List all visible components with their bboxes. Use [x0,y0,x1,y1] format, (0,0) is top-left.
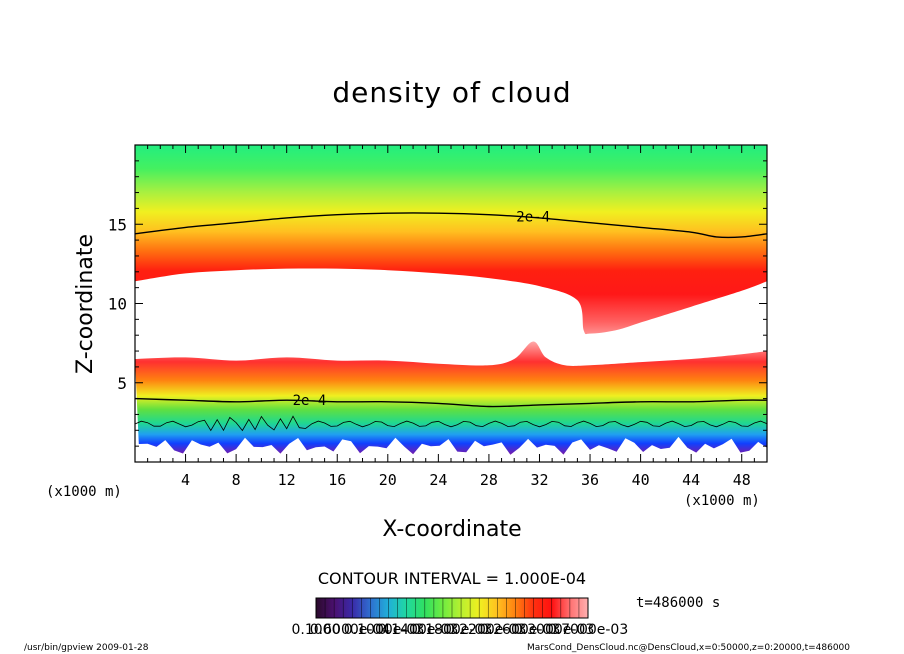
x-tick-label: 20 [379,471,397,489]
lower-contour-line [135,397,767,408]
colorbar-tick-label: 0.6000e-04 [310,622,391,638]
footer-program: /usr/bin/gpview 2009-01-28 [24,643,149,653]
colorbar-tick-label: 0.2600e-03 [480,622,560,638]
x-tick-label: 40 [632,471,650,489]
y-tick-label: 15 [108,215,127,234]
colorbar-tick-label: 0.1400e-03 [378,622,458,638]
contour-label: 2e-4 [516,209,550,225]
x-axis-label: X-coordinate [382,517,521,542]
x-tick-label: 8 [232,471,241,489]
x-tick-label: 12 [278,471,296,489]
x-unit-right: (x1000 m) [684,493,760,509]
blue-band-contour [135,415,767,432]
lower-cloud-field [135,341,767,455]
upper-contour-line [135,212,767,239]
y-tick-label: 10 [108,295,127,314]
chart-title: density of cloud [332,76,571,109]
x-tick-label: 32 [530,471,548,489]
plot-area [135,145,767,455]
colorbar-tick-label: 0.1000e-03 [344,622,424,638]
x-tick-label: 4 [181,471,190,489]
time-label: t=486000 s [636,595,720,611]
x-tick-label: 16 [328,471,346,489]
x-tick-label: 48 [733,471,751,489]
colorbar-tick-label: 0.1800e-03 [412,622,492,638]
colorbar-tick-label: 0.3000e-03 [514,622,594,638]
colorbar: 0.10000.6000e-040.1000e-030.1400e-030.18… [292,597,628,638]
contour-label: 2e-4 [293,393,327,409]
colorbar-tick-label: 0.2200e-03 [446,622,526,638]
colorbar-tick-label: 0.1000 [292,622,341,638]
y-tick-label: 5 [117,374,127,393]
y-axis-label: Z-coordinate [73,234,98,374]
x-unit-left: (x1000 m) [46,484,122,500]
colorbar-tick-label: 0.7000e-03 [548,622,628,638]
contour-interval: CONTOUR INTERVAL = 1.000E-04 [318,569,586,588]
cloud-free-gap [135,268,767,367]
x-tick-label: 36 [581,471,599,489]
x-tick-label: 44 [682,471,700,489]
x-tick-label: 28 [480,471,498,489]
x-tick-label: 24 [429,471,447,489]
footer-source: MarsCond_DensCloud.nc@DensCloud,x=0:5000… [527,643,850,653]
